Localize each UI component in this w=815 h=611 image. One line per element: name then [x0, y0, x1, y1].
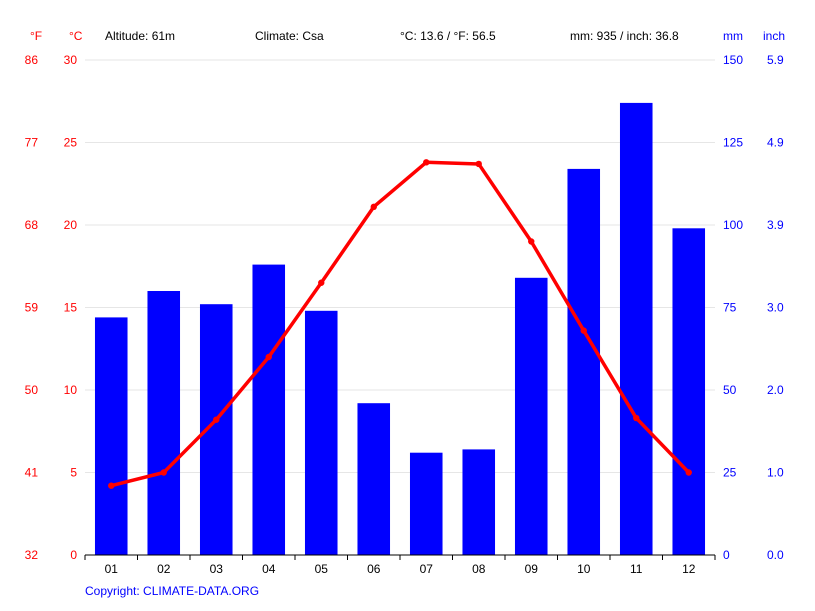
f-tick-label: 41: [25, 466, 39, 480]
temp-marker: [633, 415, 639, 421]
inch-tick-label: 4.9: [767, 136, 784, 150]
inch-axis-title: inch: [763, 29, 785, 43]
climate-text: Climate: Csa: [255, 29, 324, 43]
mm-tick-label: 125: [723, 136, 743, 150]
temp-marker: [476, 161, 482, 167]
c-axis-title: °C: [69, 29, 83, 43]
c-tick-label: 30: [64, 53, 78, 67]
inch-tick-label: 2.0: [767, 383, 784, 397]
c-tick-label: 15: [64, 301, 78, 315]
f-tick-label: 77: [25, 136, 39, 150]
mm-tick-label: 75: [723, 301, 737, 315]
month-label: 07: [420, 562, 434, 576]
month-label: 05: [315, 562, 329, 576]
mm-tick-label: 0: [723, 548, 730, 562]
f-tick-label: 59: [25, 301, 39, 315]
c-tick-label: 5: [70, 466, 77, 480]
f-tick-label: 32: [25, 548, 39, 562]
month-label: 04: [262, 562, 276, 576]
copyright-text: Copyright: CLIMATE-DATA.ORG: [85, 584, 259, 598]
month-label: 02: [157, 562, 171, 576]
precip-bar: [515, 278, 548, 555]
chart-svg: 0510152025303241505968778602550751001251…: [0, 0, 815, 611]
c-tick-label: 20: [64, 218, 78, 232]
temp-marker: [213, 417, 219, 423]
mm-tick-label: 150: [723, 53, 743, 67]
c-tick-label: 0: [70, 548, 77, 562]
inch-tick-label: 1.0: [767, 466, 784, 480]
month-label: 01: [105, 562, 119, 576]
temp-marker: [423, 159, 429, 165]
temp-marker: [318, 280, 324, 286]
mm-tick-label: 100: [723, 218, 743, 232]
mm-axis-title: mm: [723, 29, 743, 43]
mm-tick-label: 50: [723, 383, 737, 397]
month-label: 10: [577, 562, 591, 576]
month-label: 11: [630, 562, 643, 576]
precip-bar: [672, 228, 705, 555]
precip-bar: [305, 311, 338, 555]
precip-bar: [567, 169, 600, 555]
inch-tick-label: 3.0: [767, 301, 784, 315]
temp-marker: [686, 469, 692, 475]
inch-tick-label: 0.0: [767, 548, 784, 562]
precip-bar: [410, 453, 443, 555]
precip-bar: [620, 103, 653, 555]
f-tick-label: 86: [25, 53, 39, 67]
avg-temp-text: °C: 13.6 / °F: 56.5: [400, 29, 496, 43]
c-tick-label: 10: [64, 383, 78, 397]
f-axis-title: °F: [30, 29, 42, 43]
month-label: 09: [525, 562, 539, 576]
climate-chart: 0510152025303241505968778602550751001251…: [0, 0, 815, 611]
inch-tick-label: 3.9: [767, 218, 784, 232]
c-tick-label: 25: [64, 136, 78, 150]
temp-marker: [581, 327, 587, 333]
altitude-text: Altitude: 61m: [105, 29, 175, 43]
precip-bar: [462, 449, 495, 555]
month-label: 12: [682, 562, 696, 576]
temp-marker: [528, 238, 534, 244]
precip-bar: [95, 317, 128, 555]
f-tick-label: 68: [25, 218, 39, 232]
precip-bar: [252, 265, 285, 555]
month-label: 03: [210, 562, 224, 576]
precip-bar: [147, 291, 180, 555]
f-tick-label: 50: [25, 383, 39, 397]
month-label: 08: [472, 562, 486, 576]
temp-marker: [161, 469, 167, 475]
month-label: 06: [367, 562, 381, 576]
mm-tick-label: 25: [723, 466, 737, 480]
precip-bar: [357, 403, 390, 555]
temp-line: [111, 162, 689, 485]
temp-marker: [108, 483, 114, 489]
temp-marker: [266, 354, 272, 360]
inch-tick-label: 5.9: [767, 53, 784, 67]
avg-precip-text: mm: 935 / inch: 36.8: [570, 29, 679, 43]
temp-marker: [371, 204, 377, 210]
